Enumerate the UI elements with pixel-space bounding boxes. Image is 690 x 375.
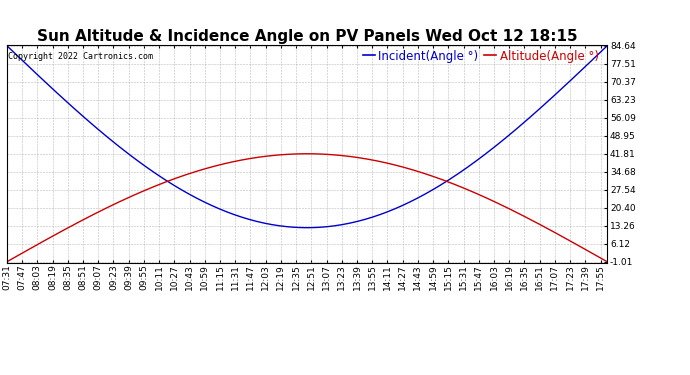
Legend: Incident(Angle °), Altitude(Angle °): Incident(Angle °), Altitude(Angle °) [363, 50, 599, 63]
Text: Copyright 2022 Cartronics.com: Copyright 2022 Cartronics.com [8, 51, 153, 60]
Title: Sun Altitude & Incidence Angle on PV Panels Wed Oct 12 18:15: Sun Altitude & Incidence Angle on PV Pan… [37, 29, 578, 44]
